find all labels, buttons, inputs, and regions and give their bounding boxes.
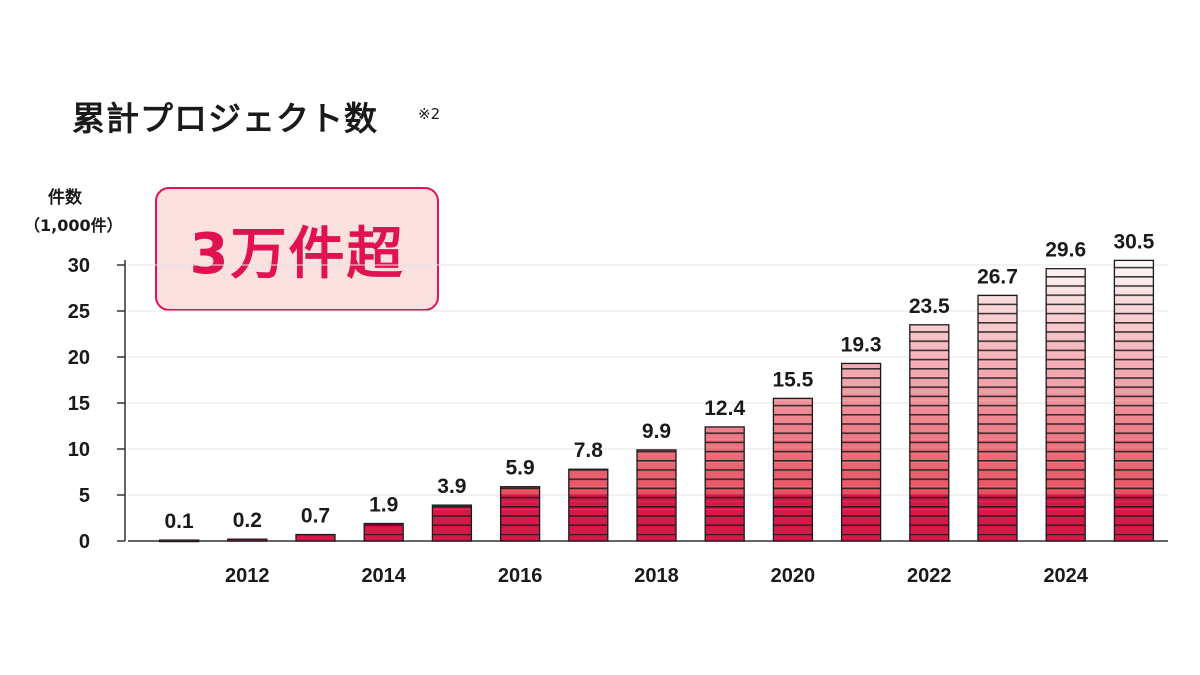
y-tick-label: 20 [68, 347, 90, 369]
bar-outline [1113, 259, 1155, 542]
bar-value-label: 29.6 [1045, 239, 1086, 262]
title-footnote-mark: ※2 [418, 105, 441, 123]
bar-outline [431, 504, 473, 542]
bar-value-label: 5.9 [505, 457, 534, 480]
y-tick-label: 5 [79, 485, 90, 507]
x-tick-label: 2020 [771, 565, 816, 587]
bar-stripes [841, 363, 881, 541]
y-tick-label: 25 [68, 301, 90, 323]
bar-value-label: 23.5 [909, 295, 950, 318]
bar [568, 468, 609, 542]
bar [909, 324, 950, 542]
bar-value-label: 12.4 [704, 397, 745, 420]
bar [363, 522, 404, 542]
bar-outline [295, 533, 336, 542]
x-tick-label: 2018 [634, 565, 679, 587]
y-tick-label: 30 [68, 255, 90, 277]
x-tick-label: 2014 [361, 565, 406, 587]
y-axis-unit: （1,000件） [24, 216, 123, 235]
bar-outline [499, 486, 541, 542]
bar-value-label: 0.7 [301, 505, 330, 528]
bar-value-label: 19.3 [841, 333, 882, 356]
bar [977, 294, 1018, 542]
bar [636, 449, 677, 542]
bar [704, 426, 745, 542]
y-tick-label: 10 [68, 439, 90, 461]
bar-value-label: 30.5 [1113, 230, 1154, 253]
bar-outline [909, 324, 950, 542]
bar-outline [227, 538, 268, 542]
bar-stripes [568, 469, 608, 541]
chart-title: 累計プロジェクト数 [72, 99, 378, 138]
bar-outline [704, 426, 745, 542]
bar-stripes [1114, 260, 1154, 541]
bar-value-label: 9.9 [642, 420, 671, 443]
bar [295, 533, 336, 542]
bar [158, 539, 200, 543]
bar-outline [363, 522, 404, 542]
y-tick-label: 0 [79, 531, 90, 553]
bar-stripes [1046, 268, 1086, 541]
bar-value-label: 15.5 [772, 368, 813, 391]
bar-stripes [432, 505, 472, 541]
bar-outline [1045, 268, 1086, 542]
x-tick-label: 2012 [225, 565, 270, 587]
x-tick-label: 2022 [907, 565, 952, 587]
bar-stripes [227, 539, 267, 541]
bar [431, 504, 473, 542]
bar-value-label: 0.1 [164, 510, 194, 533]
x-tick-label: 2016 [498, 565, 543, 587]
bar [1113, 259, 1155, 542]
bar-outline [977, 294, 1018, 542]
bar [840, 362, 882, 542]
bar-outline [568, 468, 609, 542]
bar-stripes [364, 523, 404, 541]
y-axis-label: 件数 [48, 188, 82, 208]
bar-stripes [909, 324, 949, 541]
bar-value-label: 3.9 [437, 475, 466, 498]
x-tick-label: 2024 [1043, 565, 1088, 587]
bar-stripes [637, 449, 676, 541]
bar [227, 538, 268, 542]
bar-value-label: 0.2 [233, 509, 262, 532]
bar [499, 486, 541, 542]
bar-outline [840, 362, 882, 542]
bar-outline [772, 397, 814, 542]
bar-value-label: 1.9 [369, 494, 398, 517]
bar-stripes [978, 295, 1017, 541]
bar-stripes [500, 486, 540, 541]
bar [1045, 268, 1086, 542]
bar [772, 397, 814, 542]
highlight-badge-text: 3万件超 [189, 221, 405, 287]
bar-value-label: 7.8 [574, 439, 604, 462]
bar-stripes [705, 426, 745, 541]
bar-outline [636, 449, 677, 542]
highlight-badge: 3万件超 [155, 187, 439, 311]
bar-value-label: 26.7 [977, 265, 1018, 288]
bar-stripes [296, 534, 335, 541]
bar-outline [158, 539, 200, 543]
bar-stripes [773, 398, 813, 541]
y-tick-label: 15 [68, 393, 90, 415]
